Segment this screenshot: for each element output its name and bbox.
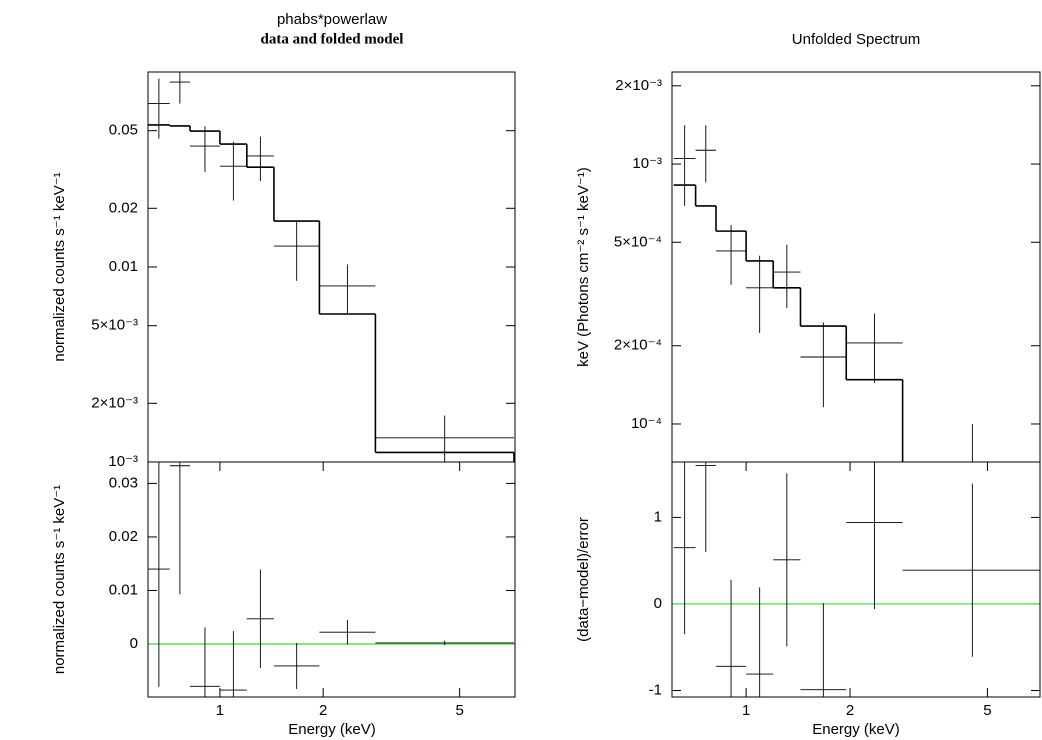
y-tick-label: 0.03	[109, 474, 138, 491]
y-tick-label: 0.05	[109, 122, 138, 139]
y-tick-label: 2×10⁻³	[91, 394, 138, 411]
plot-area	[673, 125, 973, 462]
y-axis-label: keV (Photons cm⁻² s⁻¹ keV⁻¹)	[575, 167, 592, 367]
y-axis-label: (data−model)/error	[575, 517, 592, 642]
plot-area	[148, 72, 515, 462]
y-tick-label: 0.01	[109, 258, 138, 275]
x-tick-label: 1	[742, 702, 750, 719]
plot-area	[148, 462, 515, 697]
x-tick-label: 5	[983, 702, 991, 719]
chart-subtitle: data and folded model	[261, 31, 404, 47]
y-tick-label: 0	[130, 635, 138, 652]
y-tick-label: 10⁻³	[632, 155, 662, 172]
x-tick-label: 2	[846, 702, 854, 719]
y-tick-label: 0.02	[109, 528, 138, 545]
panel: Energy (keV) (data−model)/error -1 0 1 1 2 5	[575, 461, 1041, 738]
x-tick-label: 2	[319, 702, 327, 719]
y-tick-label: 10⁻³	[108, 453, 138, 470]
x-axis-label: Energy (keV)	[288, 721, 376, 738]
y-tick-label: 1	[654, 508, 662, 525]
y-tick-label: 2×10⁻⁴	[614, 337, 662, 354]
x-axis-label: Energy (keV)	[812, 721, 900, 738]
panel: phabs*powerlaw data and folded model norma…	[51, 11, 516, 470]
panel: Unfolded Spectrum keV (Photons cm⁻² s⁻¹ k…	[575, 31, 1041, 463]
y-tick-label: 5×10⁻³	[91, 317, 138, 334]
plot-area	[672, 462, 1040, 697]
y-axis-label: normalized counts s⁻¹ keV⁻¹	[51, 172, 68, 361]
x-tick-label: 1	[216, 702, 224, 719]
panel: Energy (keV) normalized counts s⁻¹ keV⁻¹ 0…	[51, 461, 516, 738]
y-tick-label: -1	[649, 681, 662, 698]
plot-frame	[671, 71, 1041, 463]
y-tick-label: 2×10⁻³	[615, 77, 662, 94]
x-tick-label: 5	[455, 702, 463, 719]
chart-title: Unfolded Spectrum	[792, 31, 920, 48]
y-tick-label: 0.02	[109, 199, 138, 216]
y-tick-label: 0.01	[109, 581, 138, 598]
y-tick-label: 10⁻⁴	[631, 415, 662, 432]
chart-title: phabs*powerlaw	[277, 11, 387, 28]
y-axis-label: normalized counts s⁻¹ keV⁻¹	[51, 485, 68, 674]
plot-frame	[671, 461, 1041, 698]
y-tick-label: 5×10⁻⁴	[614, 233, 662, 250]
plot-frame	[147, 461, 516, 698]
y-tick-label: 0	[654, 595, 662, 612]
